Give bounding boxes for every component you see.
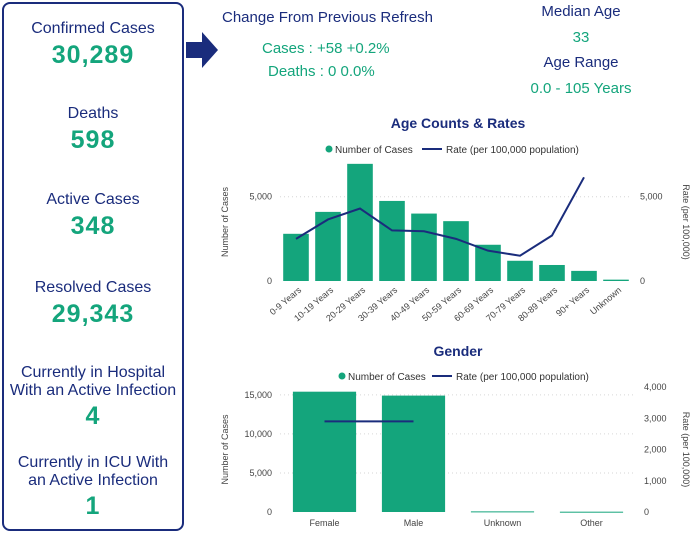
bar-80-89-years: [539, 264, 565, 281]
y-tick-label: 0: [267, 507, 272, 517]
legend-bar-label: Number of Cases: [348, 372, 426, 383]
confirmed-cases-card: Confirmed Cases 30,289: [4, 20, 182, 70]
deaths-card: Deaths 598: [4, 105, 182, 155]
hospital-label-line2: With an Active Infection: [9, 382, 177, 399]
y2-tick-label: 2,000: [644, 445, 667, 455]
median-age-block: Median Age 33 Age Range 0.0 - 105 Years: [511, 3, 651, 97]
y2-axis-title: Rate (per 100,000): [681, 412, 691, 488]
legend-bar-label: Number of Cases: [335, 145, 413, 156]
confirmed-cases-label: Confirmed Cases: [31, 20, 155, 37]
x-tick-label: 90+ Years: [554, 285, 592, 319]
resolved-cases-label: Resolved Cases: [34, 279, 152, 296]
age-range-value: 0.0 - 105 Years: [530, 80, 632, 97]
x-tick-label: Female: [309, 518, 339, 528]
chart-title: Gender: [433, 343, 483, 359]
x-tick-label: Unknown: [484, 518, 522, 528]
x-tick-label: Other: [580, 518, 603, 528]
arrow-right-icon: [186, 32, 218, 68]
bar-other: [559, 511, 624, 513]
bar-40-49-years: [411, 213, 437, 281]
chart-legend: Number of Cases Rate (per 100,000 populat…: [338, 372, 589, 383]
median-age-label: Median Age: [541, 3, 621, 20]
y-tick-label: 5,000: [249, 468, 272, 478]
y2-axis-title: Rate (per 100,000): [681, 184, 691, 260]
y2-tick-label: 5,000: [640, 192, 663, 202]
active-cases-value: 348: [70, 212, 116, 240]
legend-bar-marker: [338, 372, 346, 380]
legend-bar-marker: [325, 145, 333, 153]
bar-male: [381, 395, 446, 512]
bar-unknown: [603, 279, 629, 281]
icu-value: 1: [85, 492, 101, 520]
summary-panel: Confirmed Cases 30,289 Deaths 598 Active…: [2, 2, 184, 531]
bar-50-59-years: [443, 221, 469, 281]
hospital-label-line1: Currently in Hospital: [20, 364, 166, 381]
icu-label-line2: an Active Infection: [28, 472, 158, 489]
y-tick-label: 5,000: [249, 192, 272, 202]
rate-line: [295, 176, 585, 257]
change-cases: Cases : +58 +0.2%: [262, 40, 390, 57]
icu-label-line1: Currently in ICU With: [17, 454, 169, 471]
age-range-label: Age Range: [543, 54, 619, 71]
chart-title: Age Counts & Rates: [391, 115, 526, 131]
y-tick-label: 15,000: [244, 390, 272, 400]
y2-tick-label: 0: [644, 507, 649, 517]
resolved-cases-card: Resolved Cases 29,343: [4, 279, 182, 329]
y-tick-label: 0: [267, 276, 272, 286]
y2-tick-label: 0: [640, 276, 645, 286]
gender-chart: Gender Number of Cases Rate (per 100,000 p…: [220, 343, 691, 528]
legend-line-label: Rate (per 100,000 population): [456, 372, 589, 383]
hospital-value: 4: [85, 402, 101, 430]
chart-legend: Number of Cases Rate (per 100,000 populat…: [325, 145, 579, 156]
bar-90-years: [571, 270, 597, 281]
median-age-value: 33: [572, 29, 590, 46]
deaths-label: Deaths: [67, 105, 119, 122]
legend-line-label: Rate (per 100,000 population): [446, 145, 579, 156]
y-axis-title: Number of Cases: [220, 414, 230, 485]
bar-30-39-years: [379, 200, 405, 281]
bar-20-29-years: [347, 163, 373, 281]
hospital-card: Currently in Hospital With an Active Inf…: [4, 364, 182, 431]
y2-tick-label: 3,000: [644, 413, 667, 423]
bar-0-9-years: [283, 233, 309, 281]
bar-70-79-years: [507, 260, 533, 281]
bar-10-19-years: [315, 211, 341, 281]
change-title: Change From Previous Refresh: [222, 9, 433, 26]
y2-tick-label: 4,000: [644, 382, 667, 392]
y-tick-label: 10,000: [244, 429, 272, 439]
change-deaths: Deaths : 0 0.0%: [268, 63, 375, 80]
active-cases-card: Active Cases 348: [4, 191, 182, 241]
confirmed-cases-value: 30,289: [51, 41, 135, 69]
active-cases-label: Active Cases: [46, 191, 140, 208]
x-tick-label: Male: [404, 518, 424, 528]
bar-female: [292, 391, 357, 512]
bar-unknown: [470, 511, 535, 513]
x-tick-label: Unknown: [588, 285, 623, 317]
y-axis-title: Number of Cases: [220, 186, 230, 257]
age-chart: Age Counts & Rates Number of Cases Rate (p…: [220, 115, 691, 323]
resolved-cases-value: 29,343: [51, 300, 135, 328]
icu-card: Currently in ICU With an Active Infectio…: [4, 454, 182, 521]
y2-tick-label: 1,000: [644, 476, 667, 486]
deaths-value: 598: [70, 126, 116, 154]
